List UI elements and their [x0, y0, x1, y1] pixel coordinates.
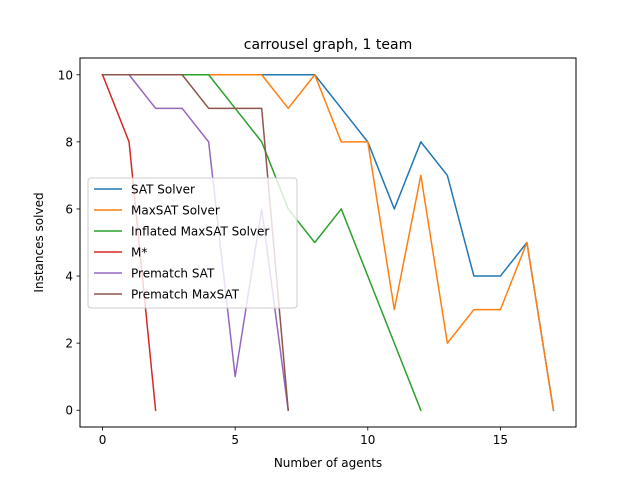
- x-axis-label: Number of agents: [274, 456, 382, 470]
- legend-box: [87, 177, 298, 309]
- legend-label-5: Prematch MaxSAT: [131, 288, 240, 302]
- y-tick-label: 2: [65, 337, 73, 351]
- y-tick-label: 10: [58, 68, 73, 82]
- y-tick-label: 8: [65, 135, 73, 149]
- chart-title: carrousel graph, 1 team: [244, 37, 412, 53]
- legend-label-3: M*: [131, 246, 147, 260]
- legend-label-4: Prematch SAT: [131, 267, 215, 281]
- y-tick-label: 0: [65, 404, 73, 418]
- series-layer: [101, 73, 555, 412]
- x-tick-label: 10: [360, 433, 375, 447]
- x-tick-label: 0: [99, 433, 107, 447]
- x-tick-label: 5: [231, 433, 239, 447]
- legend-label-2: Inflated MaxSAT Solver: [131, 225, 269, 239]
- legend: SAT Solver MaxSAT Solver Inflated MaxSAT S…: [87, 177, 298, 309]
- plot-frame: [79, 57, 577, 428]
- y-axis-label: Instances solved: [32, 192, 46, 292]
- y-tick-label: 6: [65, 202, 73, 216]
- y-tick-label: 4: [65, 270, 73, 284]
- series-line-5: [101, 74, 290, 412]
- legend-label-1: MaxSAT Solver: [131, 204, 220, 218]
- x-tick-label: 15: [493, 433, 508, 447]
- ticks-layer: 0 5 10 15 0 2 4 6 8 10: [58, 68, 508, 447]
- series-line-3: [101, 73, 157, 412]
- legend-label-0: SAT Solver: [131, 183, 195, 197]
